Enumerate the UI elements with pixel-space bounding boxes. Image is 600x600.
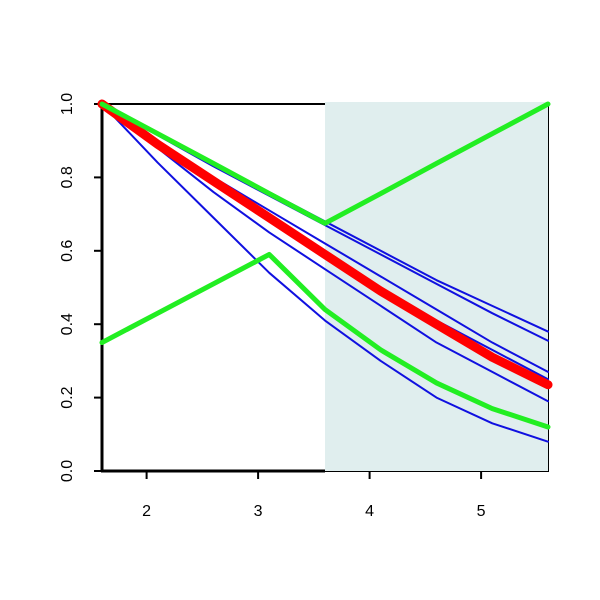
x-tick-label: 5 bbox=[477, 503, 486, 520]
x-tick-label: 2 bbox=[142, 503, 151, 520]
x-tick-label: 4 bbox=[365, 503, 374, 520]
series-line bbox=[97, 99, 553, 390]
series-line bbox=[99, 251, 551, 430]
y-tick-label: 0.8 bbox=[59, 166, 76, 188]
y-tick-label: 0.6 bbox=[59, 240, 76, 262]
x-tick-label: 3 bbox=[254, 503, 263, 520]
y-tick-label: 0.0 bbox=[59, 460, 76, 482]
series-line bbox=[101, 103, 549, 443]
y-tick-label: 0.2 bbox=[59, 386, 76, 408]
series-line bbox=[99, 101, 551, 226]
y-tick-label: 0.4 bbox=[59, 313, 76, 335]
series-line bbox=[101, 103, 549, 403]
y-tick-label: 1.0 bbox=[59, 93, 76, 115]
